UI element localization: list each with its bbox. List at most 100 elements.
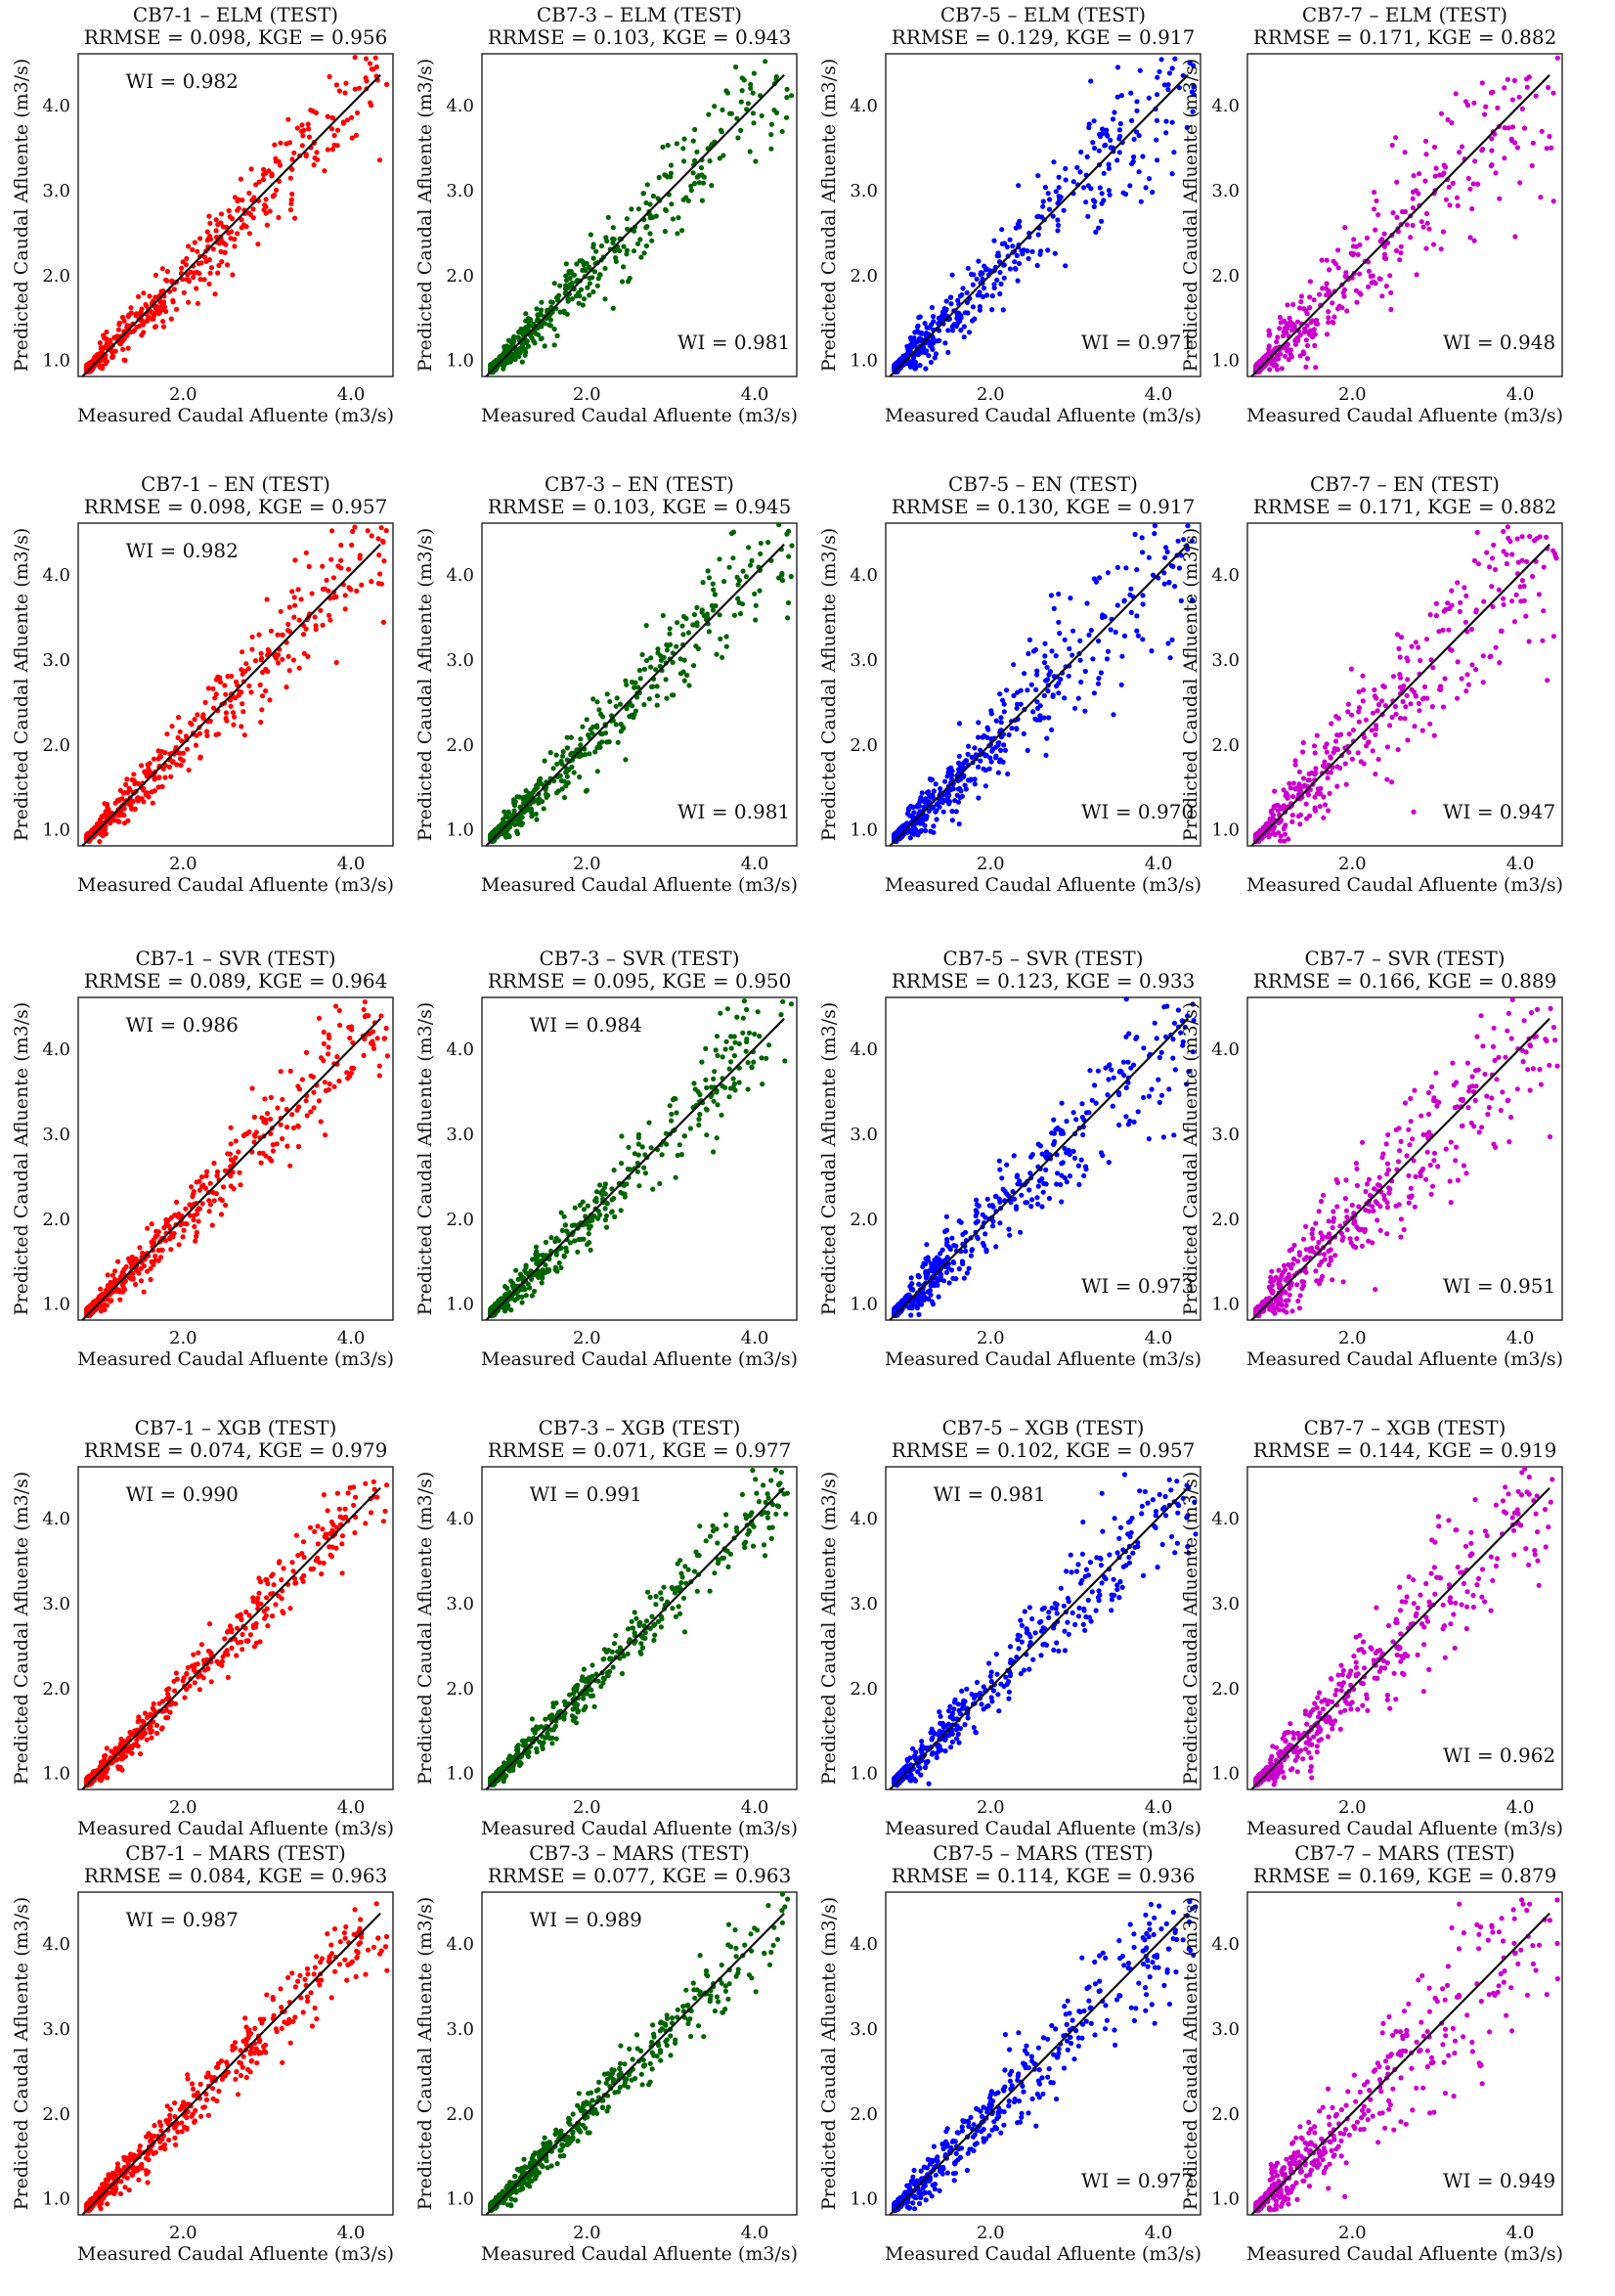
- scatter-point: [275, 632, 281, 638]
- scatter-point: [1465, 175, 1471, 181]
- scatter-point: [709, 602, 716, 609]
- scatter-point: [513, 1267, 519, 1273]
- scatter-point: [203, 1173, 209, 1179]
- scatter-point: [1132, 531, 1138, 538]
- scatter-point: [542, 758, 547, 764]
- y-axis-label: Predicted Caudal Afluente (m3/s): [11, 59, 32, 373]
- scatter-point: [505, 337, 512, 343]
- scatter-point: [1491, 542, 1497, 549]
- scatter-point: [1376, 276, 1382, 282]
- scatter-point: [162, 774, 168, 780]
- scatter-point: [1397, 654, 1403, 660]
- scatter-point: [363, 75, 369, 81]
- scatter-point: [789, 543, 795, 549]
- scatter-point: [151, 313, 156, 320]
- scatter-point: [1497, 660, 1503, 666]
- scatter-panel: CB7-1 – SVR (TEST)RRMSE = 0.089, KGE = 0…: [11, 947, 394, 1370]
- scatter-point: [344, 117, 350, 123]
- scatter-point: [533, 331, 539, 336]
- scatter-point: [1001, 709, 1007, 715]
- wi-annotation: WI = 0.981: [677, 331, 790, 354]
- scatter-point: [1039, 214, 1045, 220]
- scatter-point: [1416, 700, 1422, 707]
- scatter-point: [1371, 206, 1377, 212]
- scatter-point: [564, 311, 570, 317]
- scatter-point: [512, 356, 518, 363]
- scatter-point: [244, 1130, 250, 1137]
- scatter-point: [1369, 728, 1375, 733]
- scatter-point: [1163, 118, 1169, 124]
- scatter-point: [511, 800, 517, 807]
- scatter-point: [1514, 145, 1520, 151]
- scatter-panel: CB7-3 – EN (TEST)RRMSE = 0.103, KGE = 0.…: [415, 472, 798, 896]
- scatter-point: [1416, 644, 1421, 650]
- scatter-point: [706, 111, 712, 117]
- scatter-point: [245, 666, 251, 672]
- scatter-point: [909, 343, 915, 349]
- scatter-point: [619, 1133, 625, 1139]
- scatter-point: [1515, 559, 1521, 565]
- x-tick-label: 2.0: [169, 384, 197, 405]
- scatter-point: [970, 304, 977, 310]
- scatter-point: [590, 244, 596, 250]
- scatter-point: [168, 1247, 174, 1253]
- scatter-point: [284, 1143, 290, 1149]
- scatter-point: [326, 612, 332, 618]
- scatter-point: [151, 1239, 156, 1246]
- scatter-point: [561, 795, 568, 801]
- scatter-point: [1480, 680, 1486, 685]
- scatter-point: [944, 773, 950, 779]
- scatter-point: [519, 1300, 525, 1305]
- scatter-point: [1505, 524, 1510, 530]
- scatter-point: [703, 1045, 709, 1051]
- scatter-point: [599, 731, 605, 737]
- scatter-point: [1388, 306, 1394, 313]
- scatter-point: [192, 240, 197, 245]
- scatter-point: [326, 588, 331, 594]
- scatter-point: [664, 695, 670, 701]
- scatter-point: [263, 197, 269, 202]
- scatter-point: [174, 306, 180, 312]
- scatter-point: [346, 585, 352, 591]
- scatter-point: [109, 1281, 115, 1287]
- scatter-point: [1031, 648, 1037, 654]
- scatter-point: [593, 248, 599, 254]
- scatter-point: [621, 264, 627, 270]
- scatter-point: [1324, 257, 1330, 263]
- scatter-point: [141, 290, 147, 296]
- scatter-point: [977, 304, 983, 310]
- scatter-point: [1041, 660, 1048, 666]
- scatter-point: [203, 729, 210, 734]
- scatter-point: [1468, 626, 1474, 633]
- scatter-point: [179, 265, 185, 271]
- scatter-point: [1053, 189, 1059, 195]
- scatter-point: [231, 722, 237, 728]
- scatter-point: [378, 581, 384, 587]
- panel-title: CB7-5 – EN (TEST): [948, 472, 1138, 496]
- scatter-point: [210, 246, 216, 252]
- scatter-point: [1104, 127, 1110, 133]
- scatter-point: [751, 120, 757, 126]
- scatter-point: [1030, 709, 1036, 715]
- y-axis-label: Predicted Caudal Afluente (m3/s): [818, 528, 840, 842]
- scatter-point: [580, 724, 586, 729]
- scatter-point: [1346, 731, 1352, 737]
- scatter-point: [248, 689, 254, 695]
- scatter-point: [533, 811, 539, 817]
- scatter-point: [1096, 676, 1102, 682]
- scatter-point: [1110, 116, 1116, 122]
- scatter-point: [223, 715, 229, 722]
- scatter-point: [280, 656, 285, 662]
- scatter-point: [1130, 158, 1136, 164]
- scatter-point: [289, 156, 295, 162]
- x-tick-label: 4.0: [337, 854, 366, 874]
- scatter-point: [1137, 67, 1143, 73]
- scatter-point: [939, 800, 945, 806]
- scatter-point: [1303, 364, 1309, 370]
- scatter-point: [1527, 534, 1533, 540]
- scatter-point: [208, 265, 214, 271]
- scatter-point: [997, 269, 1003, 276]
- scatter-point: [167, 1236, 173, 1242]
- scatter-point: [540, 799, 546, 805]
- scatter-point: [542, 343, 547, 349]
